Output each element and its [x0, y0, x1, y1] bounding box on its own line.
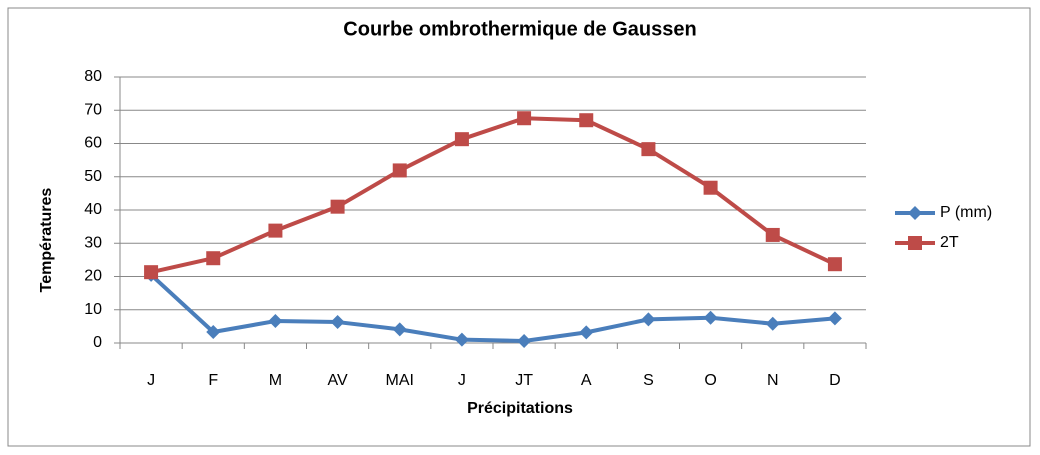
data-point [765, 227, 780, 242]
y-axis-label: Températures [38, 188, 55, 293]
data-point [206, 325, 221, 340]
y-tick-label: 40 [84, 201, 102, 218]
legend-marker [908, 206, 922, 220]
data-point [206, 251, 221, 266]
data-point [392, 322, 407, 337]
x-tick-label: J [147, 372, 155, 389]
x-tick-label: J [458, 372, 466, 389]
legend-marker [908, 236, 922, 250]
x-tick-label: F [208, 372, 218, 389]
y-tick-label: 30 [84, 234, 102, 251]
data-point [579, 325, 594, 340]
x-tick-label: O [704, 372, 716, 389]
legend-label: 2T [940, 234, 959, 251]
data-point [330, 315, 345, 330]
x-tick-label: S [643, 372, 654, 389]
x-tick-label: MAI [386, 372, 414, 389]
data-point [392, 163, 407, 178]
data-point [268, 223, 283, 238]
x-tick-label: M [269, 372, 282, 389]
x-tick-label: AV [328, 372, 348, 389]
chart-title: Courbe ombrothermique de Gaussen [343, 18, 696, 40]
data-point [827, 311, 842, 326]
data-point [703, 310, 718, 325]
y-tick-label: 10 [84, 301, 102, 318]
data-point [454, 332, 469, 347]
x-tick-label: D [829, 372, 841, 389]
series-line [149, 273, 836, 344]
data-point [517, 111, 532, 126]
x-axis-label: Précipitations [467, 400, 573, 417]
chart-frame [7, 7, 1031, 447]
data-point [579, 113, 594, 128]
x-tick-label: N [767, 372, 779, 389]
series-line [150, 116, 836, 275]
x-tick-label: JT [515, 372, 533, 389]
data-point [765, 316, 780, 331]
y-tick-label: 0 [93, 334, 102, 351]
data-point [330, 199, 345, 214]
x-tick-label: A [581, 372, 592, 389]
data-point [827, 257, 842, 272]
data-point [517, 334, 532, 349]
y-tick-label: 20 [84, 268, 102, 285]
y-tick-label: 70 [84, 101, 102, 118]
data-point [268, 314, 283, 329]
legend-label: P (mm) [940, 204, 992, 221]
y-tick-label: 80 [84, 68, 102, 85]
y-tick-label: 60 [84, 135, 102, 152]
data-point [703, 180, 718, 195]
data-point [641, 142, 656, 157]
data-point [144, 265, 159, 280]
data-point [454, 132, 469, 147]
data-point [641, 312, 656, 327]
y-tick-label: 50 [84, 168, 102, 185]
